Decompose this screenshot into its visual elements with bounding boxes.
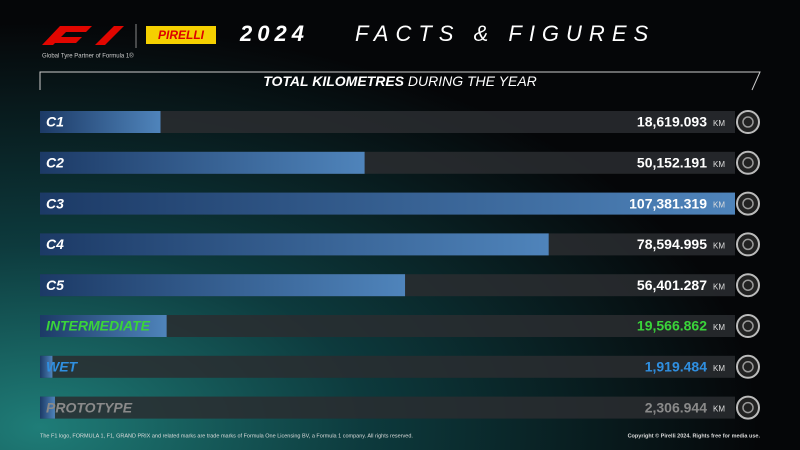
tyre-rim <box>742 116 754 128</box>
headline: FACTS & FIGURES <box>355 21 655 46</box>
category-label: C2 <box>46 155 64 171</box>
value-label: 107,381.319 <box>629 195 707 211</box>
brand: PIRELLI <box>158 28 205 42</box>
tyre-icon <box>736 395 760 420</box>
category-label: C1 <box>46 114 64 130</box>
unit-label: KM <box>713 119 725 128</box>
category-label: PROTOTYPE <box>46 399 133 415</box>
tyre-rim <box>742 197 754 210</box>
chart-title: TOTAL KILOMETRES DURING THE YEAR <box>263 73 537 89</box>
value-label: 50,152.191 <box>637 155 707 171</box>
brand-box <box>146 26 216 44</box>
partner: Global Tyre Partner of Formula 1® <box>42 53 134 60</box>
footer-right: Copyright © Pirelli 2024. Rights free fo… <box>628 432 761 439</box>
unit-label: KM <box>713 364 725 373</box>
unit-label: KM <box>713 282 725 291</box>
category-label: C5 <box>46 277 64 293</box>
tyre-icon <box>736 314 760 338</box>
tyre-icon <box>736 354 760 379</box>
unit-label: KM <box>713 323 725 332</box>
rows: C1 18,619.093 KM C2 50,152.191 KM C3 107,381.31… <box>40 110 760 420</box>
unit-label: KM <box>713 201 725 210</box>
bar <box>40 315 167 337</box>
bar <box>40 233 549 256</box>
tyre-icon <box>736 150 760 175</box>
tyre-rim <box>742 320 754 332</box>
tyre-icon <box>736 273 760 298</box>
category-label: WET <box>46 359 79 375</box>
f1-logo <box>42 26 124 45</box>
title-bold: TOTAL KILOMETRES <box>263 73 404 89</box>
bar-track <box>40 111 735 133</box>
value-label: 1,919.484 <box>645 359 707 375</box>
value-label: 56,401.287 <box>637 277 707 293</box>
bar <box>40 274 406 297</box>
tyre-rim <box>742 238 754 251</box>
value-label: 18,619.093 <box>637 114 707 130</box>
headline-year: 2024 <box>239 21 309 46</box>
tyre-rim <box>742 279 754 291</box>
tyre-rim <box>742 157 754 169</box>
bar <box>40 192 735 215</box>
category-label: C3 <box>46 195 64 211</box>
bar <box>40 396 55 419</box>
unit-label: KM <box>713 160 725 169</box>
tyre-icon <box>736 110 760 134</box>
tyre-icon <box>736 232 760 257</box>
value-label: 78,594.995 <box>637 236 707 252</box>
bar-track <box>40 396 735 419</box>
bar <box>40 355 53 378</box>
title-rest: DURING THE YEAR <box>408 73 537 89</box>
tyre-rim <box>742 361 754 373</box>
tyre-rim <box>742 401 754 414</box>
bar <box>40 151 365 174</box>
unit-label: KM <box>713 405 725 414</box>
tyre-icon <box>736 191 760 216</box>
value-label: 19,566.862 <box>637 318 707 334</box>
category-label: INTERMEDIATE <box>46 318 151 334</box>
bar-track <box>40 315 735 337</box>
category-label: C4 <box>46 236 64 252</box>
footer-left: The F1 logo, FORMULA 1, F1, GRAND PRIX a… <box>40 433 413 439</box>
value-label: 2,306.944 <box>645 399 707 415</box>
title-frame <box>39 71 761 91</box>
bar <box>40 111 161 133</box>
bar-track <box>40 355 735 378</box>
unit-label: KM <box>713 242 725 251</box>
